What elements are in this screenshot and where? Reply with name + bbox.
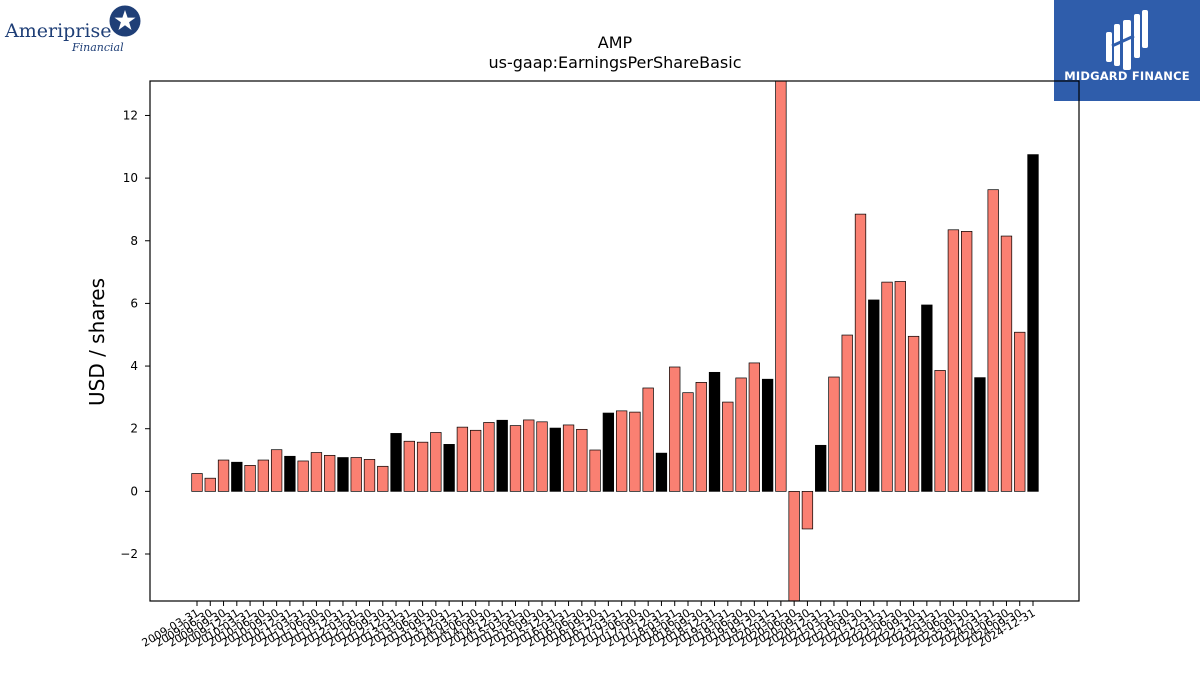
bar-2014-09-30 (483, 422, 495, 492)
bar-2015-06-30 (523, 419, 535, 492)
bar-2016-12-31 (602, 412, 615, 492)
bar-2017-12-31 (655, 452, 668, 492)
bar-2014-06-30 (470, 429, 482, 492)
bar-2018-09-30 (695, 382, 707, 492)
bar-2009-03-31 (191, 473, 203, 492)
chart-title: AMP (598, 33, 633, 52)
y-tick-label: 10 (123, 171, 138, 185)
bar-2015-03-31 (509, 425, 522, 492)
bar-2017-09-30 (642, 387, 654, 492)
ameriprise-logo: Ameriprise Financial (4, 4, 149, 56)
bar-2020-12-31 (815, 444, 827, 492)
y-tick-label: 2 (130, 422, 138, 436)
y-tick-label: 6 (130, 296, 138, 310)
bar-2024-12-31 (1027, 154, 1039, 492)
bar-2013-09-30 (430, 432, 442, 492)
bar-2016-06-30 (576, 428, 588, 492)
bar-2024-06-30 (1000, 235, 1013, 492)
bar-2023-06-30 (947, 229, 960, 492)
bar-2020-03-31 (775, 80, 787, 492)
bar-2023-12-31 (974, 377, 986, 492)
midgard-monogram-icon (1106, 10, 1148, 70)
bar-2011-09-30 (324, 454, 336, 492)
bar-2019-12-31 (761, 378, 774, 492)
bar-2023-03-31 (934, 370, 946, 492)
bar-2010-12-31 (284, 455, 296, 492)
bar-2019-06-30 (735, 377, 747, 492)
bar-2013-12-31 (443, 444, 455, 492)
bar-2018-06-30 (682, 392, 694, 492)
y-tick-label: 4 (130, 359, 138, 373)
bar-2021-12-31 (868, 299, 880, 492)
bar-2012-09-30 (377, 465, 389, 492)
bar-2022-09-30 (907, 335, 920, 492)
bar-2016-03-31 (562, 424, 575, 492)
bar-2024-03-31 (987, 189, 999, 492)
bar-2022-12-31 (921, 304, 933, 492)
bar-2023-09-30 (961, 231, 973, 492)
bar-2020-06-30 (788, 491, 800, 602)
bar-2019-03-31 (722, 401, 734, 492)
bar-2013-06-30 (416, 441, 429, 492)
bar-2010-09-30 (270, 449, 283, 492)
midgard-logo-word: MIDGARD FINANCE (1064, 69, 1190, 83)
plot-frame (149, 80, 1080, 602)
x-axis-ticks: 2009-03-312009-06-302009-09-302009-12-31… (140, 601, 1038, 650)
y-axis-label: USD / shares (85, 278, 109, 406)
bar-2015-09-30 (536, 421, 548, 492)
bar-2021-03-31 (828, 376, 840, 492)
bar-2012-06-30 (363, 459, 376, 492)
bar-2024-09-30 (1014, 331, 1026, 492)
bar-2019-09-30 (748, 362, 760, 492)
bar-2017-03-31 (615, 410, 628, 492)
y-tick-label: 12 (123, 108, 138, 122)
bar-2018-12-31 (708, 371, 721, 492)
bar-2021-06-30 (841, 334, 853, 492)
bar-2013-03-31 (403, 440, 415, 492)
bar-2011-12-31 (337, 457, 349, 492)
bar-2011-06-30 (310, 452, 323, 492)
bar-2022-03-31 (881, 281, 893, 492)
ameriprise-logo-word: Ameriprise (5, 20, 112, 42)
bar-group (191, 80, 1039, 602)
bar-2012-12-31 (390, 433, 402, 492)
bar-2020-09-30 (801, 491, 814, 530)
bar-2009-12-31 (231, 461, 243, 492)
bar-2009-06-30 (204, 477, 216, 492)
ameriprise-star-seal-icon (109, 5, 141, 37)
bar-2017-06-30 (629, 411, 641, 492)
bar-2014-12-31 (496, 419, 508, 492)
bar-2010-06-30 (257, 459, 269, 492)
y-tick-label: 0 (130, 484, 138, 498)
ameriprise-logo-subword: Financial (72, 41, 124, 54)
bar-2009-09-30 (217, 459, 230, 492)
bar-2012-03-31 (350, 457, 362, 492)
y-tick-label: −2 (120, 547, 138, 561)
bar-2010-03-31 (244, 465, 256, 492)
bar-2015-12-31 (549, 427, 561, 492)
bar-2014-03-31 (456, 426, 469, 492)
bar-2011-03-31 (297, 460, 309, 492)
chart-subtitle: us-gaap:EarningsPerShareBasic (488, 53, 741, 72)
bar-2018-03-31 (669, 366, 681, 492)
bar-2016-09-30 (589, 449, 601, 492)
bar-2022-06-30 (894, 281, 906, 492)
y-axis-ticks: −2 0 2 4 6 8 10 12 (120, 108, 150, 561)
midgard-finance-logo: MIDGARD FINANCE (1054, 0, 1200, 101)
bar-2021-09-30 (854, 213, 867, 492)
y-tick-label: 8 (130, 234, 138, 248)
